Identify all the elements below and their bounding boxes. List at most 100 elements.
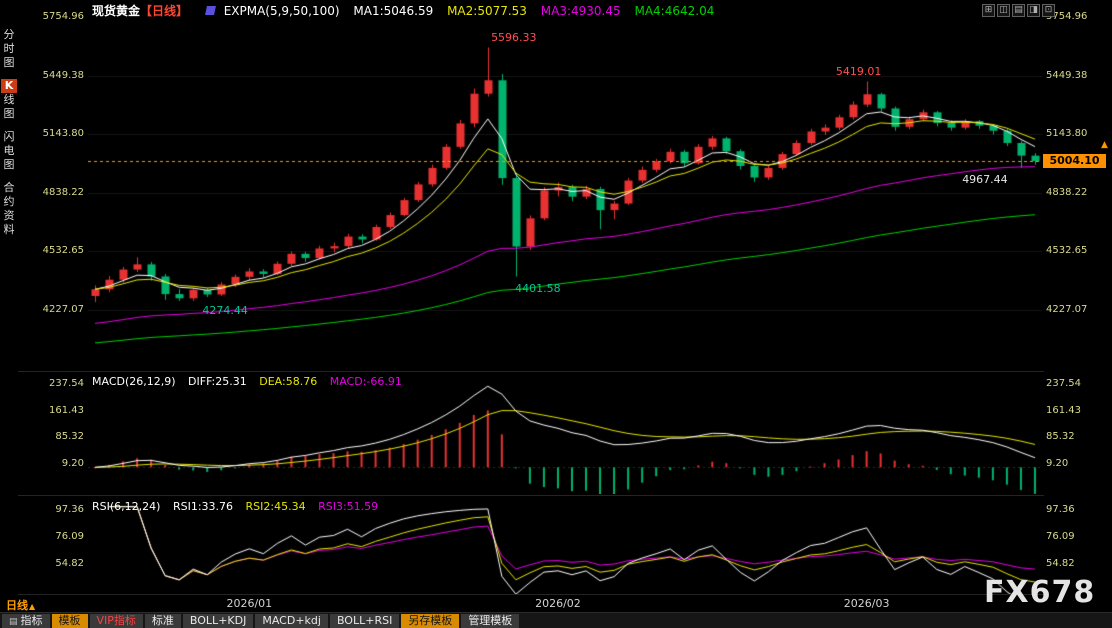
sidebar-item-char: 约 [3, 195, 15, 208]
y-axis-tick: 85.32 [55, 431, 84, 443]
boll-kdj-template-button[interactable]: BOLL+KDJ [182, 613, 254, 628]
vip-indicators-button[interactable]: VIP指标 [89, 613, 143, 628]
sidebar-item-char: 合 [3, 181, 15, 194]
rsi1-value: RSI1:33.76 [172, 500, 234, 513]
macd-params: MACD(26,12,9) [92, 375, 176, 388]
rows-layout-icon[interactable]: ▤ [1012, 4, 1025, 17]
y-axis-tick: 237.54 [49, 378, 84, 389]
y-axis-tick: 4532.65 [42, 245, 84, 257]
panel-separator [18, 371, 1044, 372]
macd-diff-value: DIFF:25.31 [188, 375, 247, 388]
rsi2-value: RSI2:45.34 [245, 500, 306, 513]
sidebar-item-flash-chart[interactable]: 闪电图 [0, 130, 18, 172]
x-axis-date: 2026/01 [226, 597, 273, 610]
instrument-title: 现货黄金 [92, 4, 141, 18]
sidebar-item-char: 电 [3, 144, 15, 157]
current-price-tag: 5004.10 [1043, 153, 1106, 168]
period-selector[interactable]: 日线▲ [6, 597, 35, 613]
save-as-template-button[interactable]: 另存模板 [401, 613, 460, 628]
template-button-label: 模板 [58, 613, 81, 627]
y-axis-tick: 4532.65 [1046, 245, 1088, 257]
y-axis-tick: 161.43 [1046, 404, 1081, 416]
sidebar-item-char: 时 [3, 42, 15, 55]
y-axis-tick: 54.82 [55, 558, 84, 569]
template-button[interactable]: 模板 [51, 613, 88, 628]
y-axis-tick: 9.20 [1046, 458, 1069, 470]
window-controls: ⊞ ◫ ▤ ◨ ⊡ [982, 4, 1055, 17]
ma3-value: MA3:4930.45 [540, 4, 621, 18]
rsi-params: RSI(6,12,24) [92, 500, 161, 513]
grid-layout-icon[interactable]: ⊞ [982, 4, 995, 17]
sidebar-item-char: 图 [3, 107, 15, 120]
macd-hist-value: MACD:-66.91 [329, 375, 402, 388]
ma1-value: MA1:5046.59 [353, 4, 434, 18]
y-axis-tick: 161.43 [49, 404, 84, 416]
period-label: 日线 [6, 599, 28, 612]
rsi3-value: RSI3:51.59 [318, 500, 379, 513]
y-axis-tick: 4838.22 [42, 186, 84, 198]
y-axis-tick: 4838.22 [1046, 186, 1088, 198]
bottom-toolbar: ▤ 指标 模板 VIP指标 标准 BOLL+KDJ MACD+kdj BOLL+RSI 另存模板… [0, 612, 1112, 628]
single-pane-icon[interactable]: ⊡ [1042, 4, 1055, 17]
y-axis-tick: 237.54 [1046, 378, 1081, 389]
y-axis-tick: 4227.07 [1046, 303, 1088, 315]
boll-rsi-template-button-label: BOLL+RSI [336, 613, 393, 627]
y-axis-tick: 54.82 [1046, 558, 1075, 569]
y-axis-tick: 76.09 [1046, 531, 1075, 542]
standard-template-button[interactable]: 标准 [144, 613, 181, 628]
boll-kdj-template-button-label: BOLL+KDJ [189, 613, 247, 627]
watermark-fx678: FX678 [984, 575, 1096, 610]
manage-template-button-label: 管理模板 [468, 613, 513, 627]
save-as-template-button-label: 另存模板 [408, 613, 453, 627]
sidebar-item-char: 分 [3, 28, 15, 41]
ma4-value: MA4:4642.04 [634, 4, 715, 18]
y-axis-tick: 76.09 [55, 531, 84, 542]
x-axis-date: 2026/02 [535, 597, 581, 610]
split-columns-icon[interactable]: ◫ [997, 4, 1010, 17]
boll-rsi-template-button[interactable]: BOLL+RSI [329, 613, 400, 628]
indicators-button-label: 指标 [20, 613, 43, 627]
y-axis-tick: 4227.07 [42, 303, 84, 315]
panel-separator [18, 495, 1044, 496]
y-axis-tick: 5143.80 [1046, 128, 1088, 140]
sidebar-item-char: 图 [3, 158, 15, 171]
sidebar-item-char: 图 [3, 56, 15, 69]
sidebar-item-char: 资 [3, 209, 15, 222]
y-axis-tick: 9.20 [61, 458, 84, 470]
half-pane-icon[interactable]: ◨ [1027, 4, 1040, 17]
chart-header-bar: 现货黄金【日线】 EXPMA(5,9,50,100) MA1:5046.59 M… [0, 0, 1112, 22]
panel-separator [18, 594, 1044, 595]
sidebar-item-char: 料 [3, 223, 15, 236]
period-tag: 【日线】 [140, 4, 189, 18]
indicator-flag-icon [204, 6, 216, 15]
y-axis-tick: 97.36 [1046, 504, 1075, 515]
macd-panel-canvas[interactable] [88, 372, 1042, 494]
y-axis-tick: 5449.38 [42, 69, 84, 81]
indicator-list-icon: ▤ [9, 616, 18, 627]
expma-params: EXPMA(5,9,50,100) [223, 4, 340, 18]
y-axis-tick: 85.32 [1046, 431, 1075, 443]
sidebar-item-char: 闪 [3, 130, 15, 143]
x-axis-date: 2026/03 [843, 597, 890, 610]
y-axis-tick: 97.36 [55, 504, 84, 515]
price-chart-canvas[interactable] [88, 22, 1042, 370]
macd-kdj-template-button-label: MACD+kdj [262, 613, 321, 627]
sidebar-item-char: K [1, 79, 17, 93]
rsi-header: RSI(6,12,24) RSI1:33.76 RSI2:45.34 RSI3:… [92, 500, 387, 513]
ma2-value: MA2:5077.53 [447, 4, 527, 18]
sidebar-item-contract-info[interactable]: 合约资料 [0, 181, 18, 237]
sidebar-item-time-chart[interactable]: 分时图 [0, 28, 18, 70]
manage-template-button[interactable]: 管理模板 [461, 613, 520, 628]
y-axis-tick: 5449.38 [1046, 69, 1088, 81]
rsi-panel-canvas[interactable] [88, 497, 1042, 595]
macd-header: MACD(26,12,9) DIFF:25.31 DEA:58.76 MACD:… [92, 375, 411, 388]
price-up-arrow-icon: ▲ [1101, 140, 1108, 150]
macd-kdj-template-button[interactable]: MACD+kdj [255, 613, 328, 628]
standard-template-button-label: 标准 [151, 613, 174, 627]
dropdown-arrow-icon: ▲ [29, 602, 36, 611]
indicators-button[interactable]: ▤ 指标 [2, 613, 50, 628]
y-axis-tick: 5143.80 [42, 128, 84, 140]
